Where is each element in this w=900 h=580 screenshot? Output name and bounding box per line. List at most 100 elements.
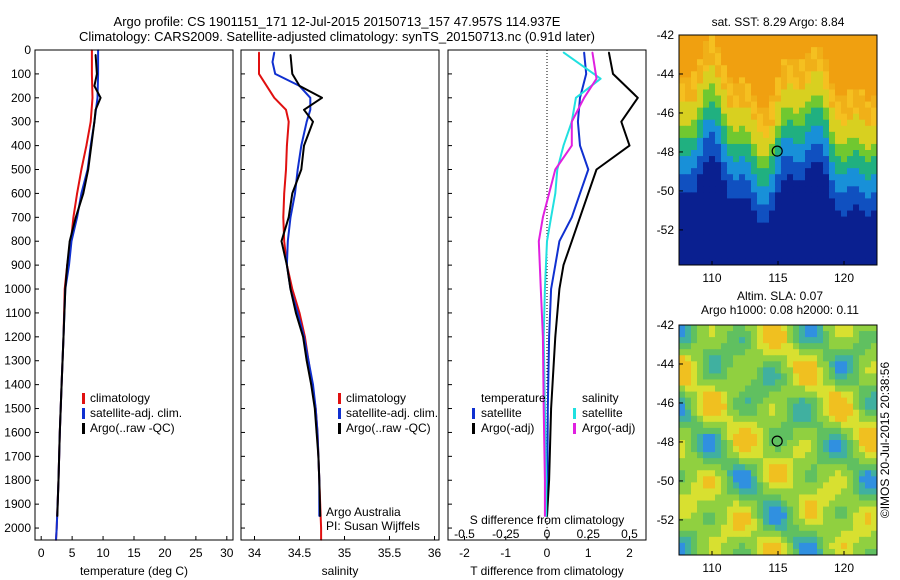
map-cell	[757, 131, 764, 139]
map-cell	[853, 482, 860, 489]
map-cell	[865, 373, 872, 380]
map-cell	[763, 137, 770, 145]
map-cell	[805, 168, 812, 175]
map-cell	[781, 168, 788, 175]
map-cell	[871, 186, 877, 193]
map-cell	[835, 421, 842, 429]
map-cell	[787, 385, 794, 392]
map-cell	[847, 397, 854, 405]
map-cell	[859, 379, 866, 386]
map-cell	[691, 415, 698, 423]
map-cell	[853, 343, 860, 350]
climatology-line	[55, 50, 94, 541]
map-cell	[739, 252, 746, 260]
map-cell	[811, 89, 818, 96]
map-cell	[841, 150, 848, 157]
map-cell	[745, 101, 752, 109]
map-cell	[865, 385, 872, 392]
map-cell	[823, 168, 830, 175]
map-cell	[745, 403, 752, 411]
map-cell	[781, 150, 788, 157]
map-cell	[697, 367, 704, 374]
map-cell	[757, 95, 764, 102]
legend-title-temperature: temperature	[481, 391, 546, 405]
map-cell	[703, 494, 710, 501]
map-cell	[691, 246, 698, 254]
map-cell	[679, 156, 686, 163]
map-cell	[847, 59, 854, 66]
map-cell	[769, 452, 776, 459]
map-cell	[823, 234, 830, 242]
map-cell	[775, 83, 782, 90]
map-cell	[709, 252, 716, 260]
map-cell	[823, 95, 830, 102]
map-cell	[865, 137, 872, 145]
map-cell	[865, 258, 872, 265]
map-cell	[769, 77, 776, 84]
map-cell	[751, 180, 758, 187]
map-cell	[763, 373, 770, 380]
map-cell	[793, 77, 800, 84]
map-cell	[739, 180, 746, 187]
map-cell	[763, 95, 770, 102]
map-cell	[829, 210, 836, 217]
map-cell	[799, 35, 806, 42]
map-cell	[871, 174, 877, 181]
map-cell	[781, 548, 788, 555]
map-cell	[769, 397, 776, 405]
map-cell	[847, 385, 854, 392]
map-cell	[679, 180, 686, 187]
map-cell	[769, 198, 776, 205]
map-cell	[703, 536, 710, 544]
map-cell	[817, 228, 824, 236]
argo-raw-qc-point	[289, 288, 292, 290]
map-cell	[691, 349, 698, 356]
map-cell	[829, 222, 836, 230]
temperature-satellite-point	[583, 51, 585, 54]
map-cell	[793, 59, 800, 66]
map-cell	[799, 524, 806, 532]
map-cell	[865, 83, 872, 90]
map-cell	[871, 125, 877, 133]
map-cell	[823, 415, 830, 423]
map-cell	[745, 119, 752, 127]
map-cell	[835, 488, 842, 495]
map-cell	[691, 397, 698, 405]
map-cell	[775, 252, 782, 260]
map-cell	[709, 59, 716, 66]
map-cell	[715, 210, 722, 217]
map-cell	[685, 343, 692, 350]
map-cell	[721, 518, 728, 526]
map-cell	[829, 180, 836, 187]
map-cell	[841, 47, 848, 54]
map-cell	[769, 355, 776, 362]
map-cell	[763, 476, 770, 483]
map-cell	[691, 337, 698, 344]
map-cell	[799, 530, 806, 538]
map-cell	[697, 337, 704, 344]
map-cell	[679, 548, 686, 555]
argo-raw-qc-point	[280, 240, 283, 242]
map-cell	[727, 385, 734, 392]
map-cell	[841, 65, 848, 72]
map-cell	[715, 113, 722, 121]
map-cell	[745, 234, 752, 242]
map-cell	[781, 65, 788, 72]
map-cell	[799, 107, 806, 115]
depth-tick-label: 0	[24, 43, 31, 57]
map-cell	[691, 59, 698, 66]
map-cell	[781, 95, 788, 102]
map-cell	[835, 162, 842, 169]
map-cell	[823, 409, 830, 417]
map-cell	[751, 228, 758, 236]
temperature-satellite-point	[547, 407, 549, 410]
map-cell	[853, 331, 860, 338]
map-cell	[691, 433, 698, 441]
map-cell	[781, 464, 788, 471]
map-cell	[805, 107, 812, 115]
map-cell	[847, 343, 854, 350]
map-cell	[739, 216, 746, 224]
map-cell	[739, 113, 746, 121]
map-cell	[751, 427, 758, 435]
map-cell	[823, 204, 830, 211]
